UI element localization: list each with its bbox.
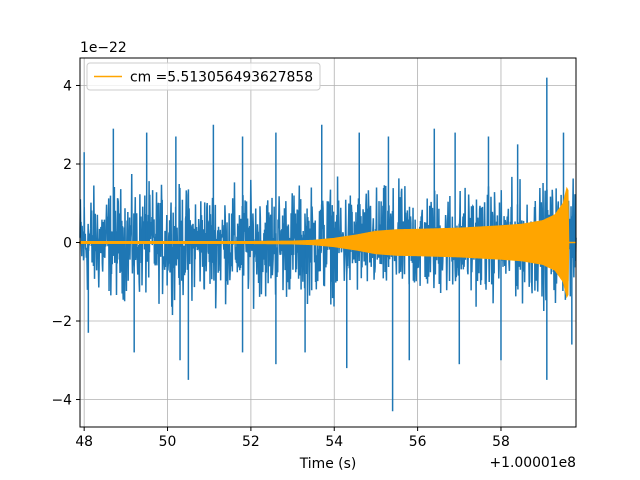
x-axis-label: Time (s) [299, 456, 357, 472]
x-tick-label-2: 52 [242, 434, 260, 450]
x-tick-label-0: 48 [75, 434, 93, 450]
legend-frame [86, 62, 321, 91]
x-tick-label-5: 58 [492, 434, 510, 450]
y-tick-label-0: −4 [52, 393, 73, 409]
x-offset-label: +1.00001e8 [490, 455, 576, 471]
y-tick-label-1: −2 [52, 314, 72, 330]
legend: cm =5.513056493627858 [86, 62, 321, 91]
y-tick-label-3: 2 [63, 157, 72, 173]
x-tick-label-3: 54 [325, 434, 343, 450]
y-tick-label-2: 0 [63, 236, 72, 252]
x-tick-label-4: 56 [409, 434, 427, 450]
series-noise-strain [79, 77, 577, 412]
legend-entry-chirp: cm =5.513056493627858 [130, 70, 313, 86]
y-tick-label-4: 4 [63, 78, 72, 94]
x-tick-label-1: 50 [159, 434, 177, 450]
noise-trace [79, 173, 577, 316]
y-scale-label: 1e−22 [80, 40, 127, 56]
ticks: 48 50 52 54 56 58 −4 −2 0 2 4 [52, 78, 510, 450]
